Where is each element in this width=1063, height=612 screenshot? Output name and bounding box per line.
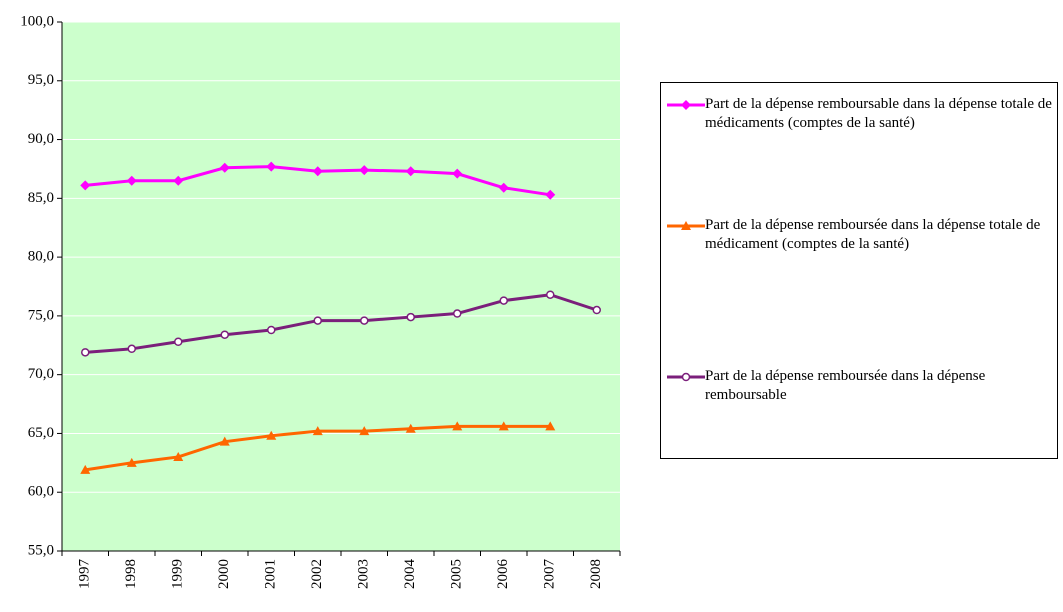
series-line: [85, 293, 598, 354]
marker: [220, 330, 229, 339]
y-tick-label: 95,0: [28, 72, 54, 88]
legend-symbol: [667, 372, 705, 382]
x-tick-label: 1998: [123, 559, 139, 589]
legend-label: Part de la dépense remboursée dans la dé…: [705, 368, 986, 403]
y-tick-label: 70,0: [28, 366, 54, 382]
y-tick-label: 75,0: [28, 307, 54, 323]
x-tick-label: 2005: [449, 559, 465, 589]
marker: [80, 464, 91, 474]
marker: [406, 312, 415, 322]
legend-symbol: [667, 100, 705, 110]
marker: [267, 325, 276, 335]
marker: [681, 100, 691, 110]
x-tick-label: 2007: [542, 559, 558, 590]
marker: [80, 180, 91, 191]
marker: [405, 423, 416, 433]
x-tick-label: 2004: [402, 559, 418, 590]
legend: Part de la dépense remboursable dans la …: [660, 82, 1058, 459]
marker: [452, 421, 463, 431]
marker: [498, 182, 509, 193]
marker: [173, 175, 184, 186]
x-tick-label: 2001: [263, 559, 279, 589]
x-tick-label: 2002: [309, 559, 325, 589]
marker: [219, 162, 230, 173]
marker: [313, 316, 322, 325]
marker: [453, 309, 462, 318]
marker: [545, 421, 556, 431]
marker: [173, 451, 184, 461]
marker: [498, 421, 509, 431]
y-tick-label: 100,0: [20, 13, 54, 29]
marker: [405, 166, 416, 177]
marker: [126, 175, 137, 186]
x-tick-label: 2003: [356, 559, 372, 589]
legend-symbol: [667, 221, 705, 230]
marker: [452, 168, 463, 179]
x-tick-label: 2006: [495, 559, 511, 590]
marker: [499, 296, 508, 305]
marker: [174, 337, 183, 347]
y-tick-label: 55,0: [28, 542, 54, 558]
y-tick-label: 90,0: [28, 131, 54, 147]
marker: [266, 161, 277, 172]
legend-label: Part de la dépense remboursable dans la …: [705, 96, 1052, 131]
marker: [359, 426, 370, 436]
x-tick-label: 2008: [588, 559, 604, 589]
marker: [127, 344, 136, 354]
marker: [312, 426, 323, 436]
chart: 55,0 60,0 65,0 70,0 75,0 80,0 85,0 90,0 95,0 100,…: [20, 13, 621, 590]
marker: [266, 430, 277, 440]
marker: [312, 166, 323, 177]
y-tick-label: 60,0: [28, 484, 54, 500]
x-tick-label: 1999: [170, 559, 186, 589]
x-tick-label: 2000: [216, 559, 232, 589]
x-tick-label: 1997: [77, 559, 93, 590]
legend-label: Part de la dépense remboursée dans la dé…: [705, 217, 1041, 252]
marker: [545, 189, 556, 200]
marker: [681, 221, 691, 230]
marker: [681, 372, 691, 382]
y-tick-label: 85,0: [28, 190, 54, 206]
marker: [219, 436, 230, 446]
marker: [359, 165, 370, 176]
plot-area: [62, 22, 620, 551]
marker: [360, 316, 369, 325]
y-tick-label: 65,0: [28, 425, 54, 441]
marker: [592, 305, 601, 315]
y-tick-label: 80,0: [28, 249, 54, 265]
marker: [546, 290, 555, 299]
marker: [81, 348, 90, 357]
marker: [126, 457, 137, 467]
